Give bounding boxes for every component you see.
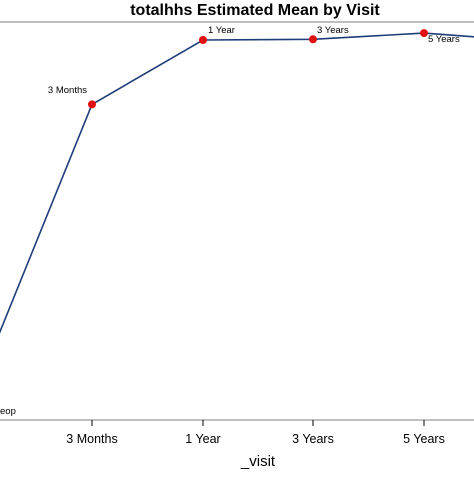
plot-area xyxy=(0,21,474,421)
point-label: 1 Year xyxy=(208,25,235,36)
x-tick-label: 3 Months xyxy=(66,432,117,446)
x-tick-label: 5 Years xyxy=(403,432,445,446)
point-labels: eop 3 Months 1 Year 3 Years 5 Years xyxy=(0,25,460,417)
x-axis-tick-labels: 3 Months 1 Year 3 Years 5 Years xyxy=(66,432,445,446)
data-point xyxy=(199,35,207,44)
data-point xyxy=(309,35,317,44)
data-point xyxy=(420,29,428,38)
x-tick-label: 3 Years xyxy=(292,432,334,446)
chart-title: totalhhs Estimated Mean by Visit xyxy=(130,2,380,19)
x-tick-label: 1 Year xyxy=(185,432,220,446)
point-label: eop xyxy=(0,406,16,417)
series-line xyxy=(0,32,474,334)
x-axis-label: _visit xyxy=(240,453,276,470)
point-label: 3 Months xyxy=(48,85,87,96)
x-axis-ticks xyxy=(91,420,425,426)
point-label: 3 Years xyxy=(317,25,349,36)
point-label: 5 Years xyxy=(428,34,460,45)
data-point xyxy=(88,100,96,109)
series-markers xyxy=(88,29,428,109)
